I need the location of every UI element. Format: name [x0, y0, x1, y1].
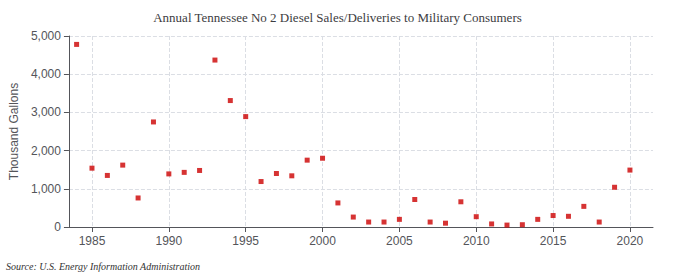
svg-text:1990: 1990 — [155, 234, 182, 248]
svg-text:1985: 1985 — [79, 234, 106, 248]
svg-text:2000: 2000 — [309, 234, 336, 248]
svg-text:2,000: 2,000 — [31, 144, 61, 158]
svg-text:Thousand Gallons: Thousand Gallons — [7, 83, 21, 180]
svg-text:2005: 2005 — [386, 234, 413, 248]
svg-text:0: 0 — [54, 220, 61, 234]
svg-text:2020: 2020 — [617, 234, 644, 248]
svg-text:3,000: 3,000 — [31, 105, 61, 119]
svg-text:1995: 1995 — [232, 234, 259, 248]
svg-text:4,000: 4,000 — [31, 67, 61, 81]
svg-text:2015: 2015 — [540, 234, 567, 248]
svg-text:1,000: 1,000 — [31, 182, 61, 196]
svg-text:2010: 2010 — [463, 234, 490, 248]
svg-text:Source: U.S. Energy Informatio: Source: U.S. Energy Information Administ… — [6, 261, 200, 272]
svg-text:Annual Tennessee No 2 Diesel S: Annual Tennessee No 2 Diesel Sales/Deliv… — [153, 10, 522, 25]
svg-text:5,000: 5,000 — [31, 29, 61, 43]
